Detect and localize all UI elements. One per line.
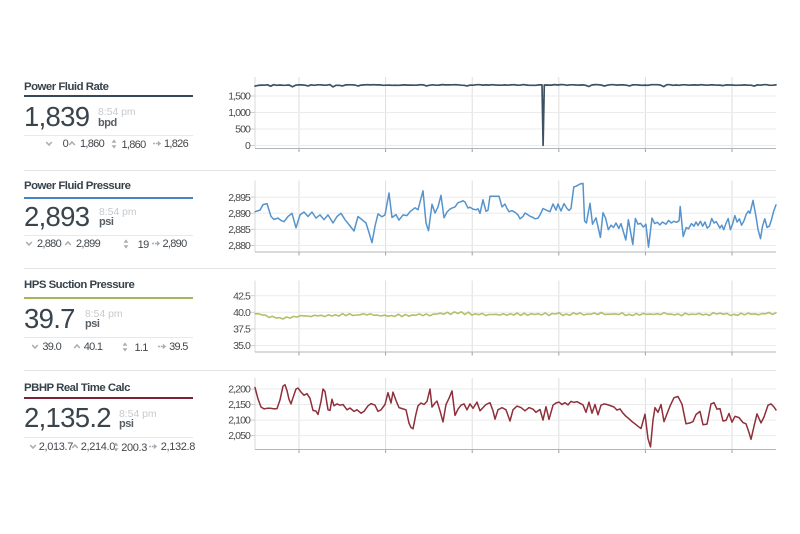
svg-text:2,050: 2,050	[228, 430, 251, 442]
svg-text:500: 500	[235, 124, 251, 136]
svg-text:35.0: 35.0	[233, 340, 251, 352]
svg-text:2,200: 2,200	[228, 384, 251, 396]
svg-text:2,885: 2,885	[228, 224, 251, 236]
svg-text:2,895: 2,895	[228, 192, 251, 204]
svg-text:1,000: 1,000	[228, 107, 251, 119]
svg-text:37.5: 37.5	[233, 324, 251, 336]
svg-text:40.0: 40.0	[233, 307, 251, 319]
svg-text:2,100: 2,100	[228, 415, 251, 427]
svg-text:42.5: 42.5	[233, 290, 251, 302]
svg-text:2,880: 2,880	[228, 240, 251, 252]
svg-text:2,150: 2,150	[228, 399, 251, 411]
svg-text:0: 0	[245, 140, 251, 152]
svg-text:2,890: 2,890	[228, 208, 251, 220]
svg-text:1,500: 1,500	[228, 91, 251, 103]
